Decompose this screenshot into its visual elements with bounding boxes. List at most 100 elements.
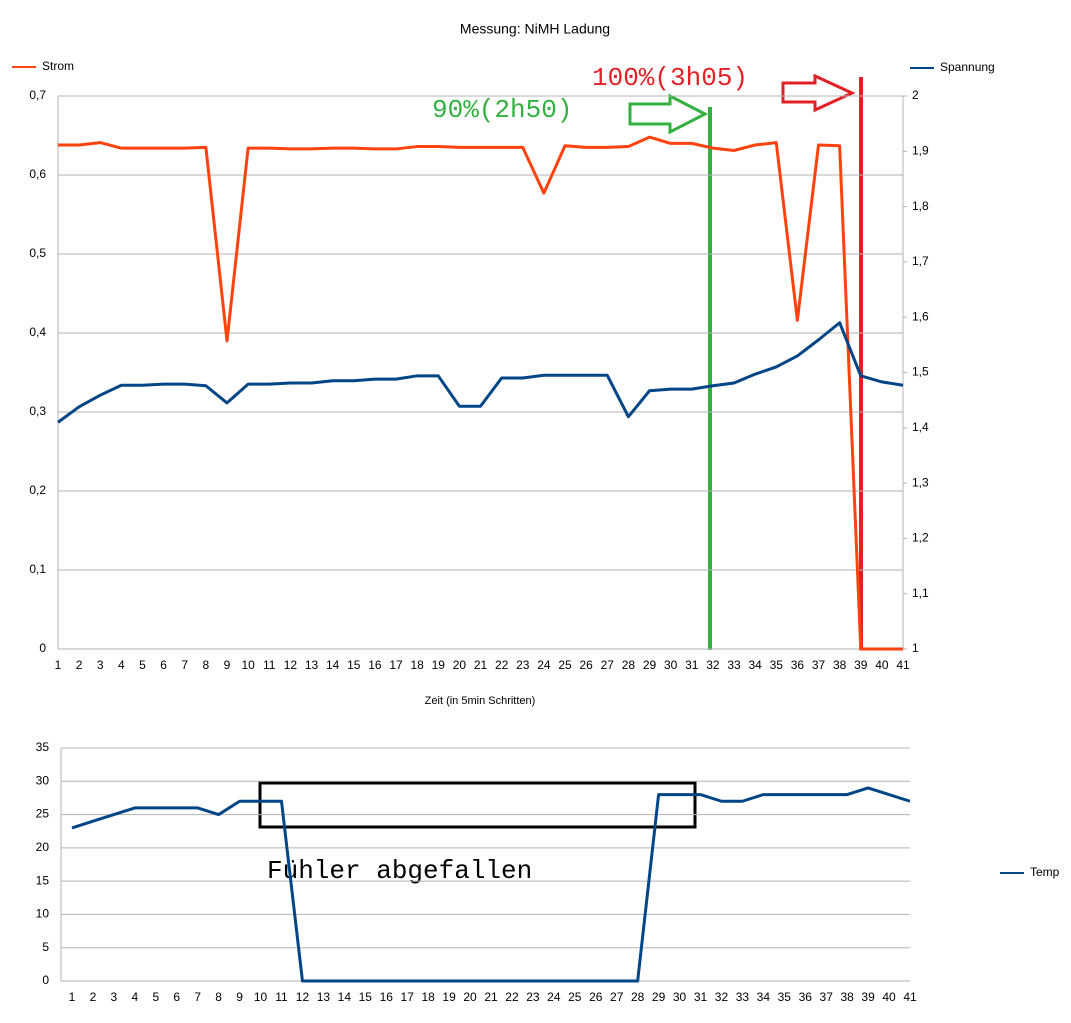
- y-tick-label: 10: [36, 907, 50, 921]
- x-tick-label: 12: [296, 990, 310, 1004]
- x-tick-label: 21: [484, 990, 498, 1004]
- x-tick-label: 10: [241, 658, 255, 672]
- x-tick-label: 33: [736, 990, 750, 1004]
- series-line: [58, 135, 903, 651]
- x-tick-label: 37: [820, 990, 834, 1004]
- x-tick-label: 16: [368, 658, 382, 672]
- y2-tick-label: 1,9: [912, 143, 929, 157]
- x-tick-label: 6: [173, 990, 180, 1004]
- x-tick-label: 28: [622, 658, 636, 672]
- y2-tick-label: 1,6: [912, 309, 929, 323]
- x-tick-label: 40: [882, 990, 896, 1004]
- x-tick-label: 19: [432, 658, 446, 672]
- x-tick-label: 31: [694, 990, 708, 1004]
- legend-label: Strom: [42, 59, 74, 73]
- x-tick-label: 6: [160, 658, 167, 672]
- x-tick-label: 30: [664, 658, 678, 672]
- x-tick-label: 2: [90, 990, 97, 1004]
- x-tick-label: 27: [601, 658, 615, 672]
- y-tick-label: 0,5: [29, 246, 46, 260]
- y-tick-label: 35: [36, 740, 50, 754]
- x-tick-label: 20: [453, 658, 467, 672]
- x-tick-label: 5: [152, 990, 159, 1004]
- chart-title: Messung: NiMH Ladung: [460, 21, 610, 37]
- x-tick-label: 36: [791, 658, 805, 672]
- x-tick-label: 8: [203, 658, 210, 672]
- x-tick-label: 19: [442, 990, 456, 1004]
- y2-tick-label: 1,1: [912, 586, 929, 600]
- x-tick-label: 39: [861, 990, 875, 1004]
- x-tick-label: 35: [778, 990, 792, 1004]
- x-tick-label: 9: [224, 658, 231, 672]
- x-tick-label: 9: [236, 990, 243, 1004]
- x-tick-label: 1: [69, 990, 76, 1004]
- y2-tick-label: 1,8: [912, 199, 929, 213]
- x-tick-label: 21: [474, 658, 488, 672]
- y2-tick-label: 1,4: [912, 420, 929, 434]
- x-tick-label: 40: [875, 658, 889, 672]
- x-tick-label: 4: [118, 658, 125, 672]
- annotation: 90%(2h50): [432, 95, 572, 125]
- series-line: [57, 321, 904, 424]
- x-tick-label: 22: [495, 658, 509, 672]
- x-tick-label: 1: [55, 658, 62, 672]
- x-tick-label: 28: [631, 990, 645, 1004]
- x-tick-label: 16: [380, 990, 394, 1004]
- x-tick-label: 39: [854, 658, 868, 672]
- y-tick-label: 0,1: [29, 562, 46, 576]
- annotation: 100%(3h05): [592, 63, 748, 93]
- x-tick-label: 36: [799, 990, 813, 1004]
- y-tick-label: 20: [36, 840, 50, 854]
- x-tick-label: 17: [389, 658, 403, 672]
- x-tick-label: 23: [516, 658, 530, 672]
- x-tick-label: 29: [643, 658, 657, 672]
- x-tick-label: 23: [526, 990, 540, 1004]
- x-tick-label: 32: [706, 658, 720, 672]
- x-tick-label: 29: [652, 990, 666, 1004]
- x-tick-label: 25: [568, 990, 582, 1004]
- y-tick-label: 0,7: [29, 88, 46, 102]
- y-tick-label: 15: [36, 873, 50, 887]
- y-tick-label: 30: [36, 773, 50, 787]
- x-tick-label: 32: [715, 990, 729, 1004]
- x-tick-label: 30: [673, 990, 687, 1004]
- annotation-box: [258, 781, 697, 829]
- x-tick-label: 31: [685, 658, 699, 672]
- y-tick-label: 25: [36, 807, 50, 821]
- x-tick-label: 24: [537, 658, 551, 672]
- x-tick-label: 38: [840, 990, 854, 1004]
- x-tick-label: 26: [589, 990, 603, 1004]
- x-tick-label: 11: [263, 658, 276, 672]
- x-tick-label: 3: [111, 990, 118, 1004]
- x-tick-label: 24: [547, 990, 561, 1004]
- y-tick-label: 0: [42, 973, 49, 987]
- y2-tick-label: 2: [912, 88, 919, 102]
- y-tick-label: 5: [42, 940, 49, 954]
- x-tick-label: 34: [757, 990, 771, 1004]
- x-tick-label: 37: [812, 658, 826, 672]
- x-tick-label: 7: [194, 990, 201, 1004]
- x-tick-label: 35: [770, 658, 784, 672]
- x-tick-label: 38: [833, 658, 847, 672]
- x-tick-label: 14: [326, 658, 340, 672]
- x-tick-label: 3: [97, 658, 104, 672]
- x-tick-label: 13: [317, 990, 331, 1004]
- y-tick-label: 0,4: [29, 325, 46, 339]
- y2-tick-label: 1,2: [912, 531, 929, 545]
- x-tick-label: 4: [132, 990, 139, 1004]
- x-tick-label: 15: [359, 990, 373, 1004]
- arrow: [628, 93, 709, 135]
- x-tick-label: 7: [181, 658, 188, 672]
- x-tick-label: 12: [284, 658, 298, 672]
- x-tick-label: 2: [76, 658, 83, 672]
- x-tick-label: 15: [347, 658, 361, 672]
- x-tick-label: 20: [463, 990, 477, 1004]
- arrow: [781, 73, 856, 113]
- x-tick-label: 14: [338, 990, 352, 1004]
- x-axis-label: Zeit (in 5min Schritten): [425, 695, 536, 707]
- y-tick-label: 0,6: [29, 167, 46, 181]
- x-tick-label: 17: [401, 990, 415, 1004]
- x-tick-label: 41: [896, 658, 910, 672]
- x-tick-label: 22: [505, 990, 519, 1004]
